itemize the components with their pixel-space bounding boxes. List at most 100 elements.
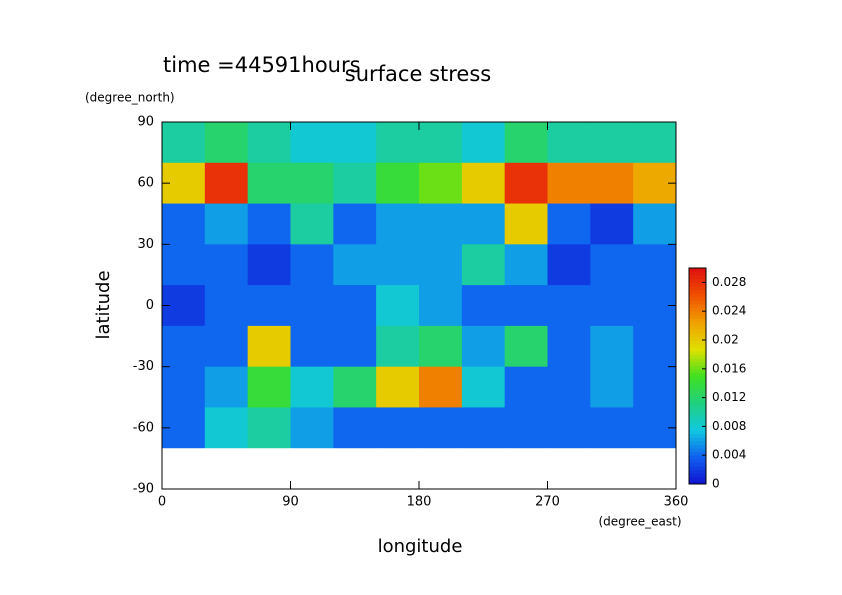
- cell: [419, 203, 463, 245]
- colorbar-tick-label: 0.024: [712, 304, 746, 318]
- cell: [590, 285, 634, 327]
- cell: [419, 122, 463, 164]
- colorbar-step: [689, 282, 706, 287]
- cell: [162, 244, 206, 286]
- cell: [461, 203, 506, 245]
- cell: [547, 162, 591, 205]
- colorbar-step: [689, 383, 706, 388]
- colorbar-step: [689, 358, 706, 363]
- cell: [590, 162, 634, 205]
- y-tick-label: 90: [137, 115, 154, 130]
- cell: [419, 407, 463, 449]
- cell: [461, 366, 506, 408]
- cell: [590, 203, 634, 245]
- cell: [204, 407, 249, 449]
- cell: [590, 122, 634, 164]
- cell: [247, 366, 291, 408]
- colorbar-step: [689, 440, 706, 445]
- colorbar-tick-label: 0.02: [712, 333, 739, 347]
- cell: [504, 285, 548, 327]
- cell: [376, 203, 420, 245]
- colorbar-tick-label: 0: [712, 477, 720, 491]
- cell: [333, 407, 377, 449]
- colorbar-step: [689, 350, 706, 355]
- colorbar-step: [689, 296, 706, 301]
- cell: [247, 407, 291, 449]
- cell: [162, 325, 206, 368]
- colorbar-step: [689, 322, 706, 327]
- colorbar-step: [689, 476, 706, 481]
- y-tick-label: 60: [137, 176, 154, 191]
- y-tick-label: 0: [146, 298, 154, 313]
- cell: [290, 203, 334, 245]
- x-label: longitude: [378, 536, 463, 557]
- colorbar-step: [689, 480, 706, 485]
- cell: [376, 244, 420, 286]
- cell: [333, 448, 377, 490]
- cell: [162, 122, 206, 164]
- cell: [333, 122, 377, 164]
- cell: [547, 407, 591, 449]
- colorbar-step: [689, 275, 706, 280]
- colorbar-step: [689, 451, 706, 456]
- cell: [376, 407, 420, 449]
- cell: [376, 325, 420, 368]
- cell: [547, 366, 591, 408]
- cell: [204, 244, 249, 286]
- cell: [504, 407, 548, 449]
- cell: [247, 122, 291, 164]
- y-tick-label: -90: [133, 482, 154, 497]
- cell: [590, 407, 634, 449]
- colorbar-step: [689, 347, 706, 352]
- colorbar-step: [689, 311, 706, 316]
- cell: [461, 407, 506, 449]
- colorbar-tick-label: 0.008: [712, 419, 746, 433]
- y-unit: (degree_north): [85, 91, 175, 105]
- cell: [461, 325, 506, 368]
- cell: [547, 285, 591, 327]
- cell: [247, 325, 291, 368]
- colorbar-step: [689, 379, 706, 384]
- cell: [461, 285, 506, 327]
- cell: [590, 366, 634, 408]
- colorbar-step: [689, 466, 706, 471]
- colorbar-tick-label: 0.028: [712, 275, 746, 289]
- y-label: latitude: [93, 270, 114, 339]
- cell: [204, 366, 249, 408]
- colorbar-step: [689, 365, 706, 370]
- cell: [162, 448, 206, 490]
- colorbar-step: [689, 314, 706, 319]
- cell: [461, 162, 506, 205]
- colorbar-step: [689, 390, 706, 395]
- cell: [290, 325, 334, 368]
- colorbar-step: [689, 394, 706, 399]
- cell: [247, 203, 291, 245]
- cell: [204, 122, 249, 164]
- colorbar-step: [689, 469, 706, 474]
- colorbar-step: [689, 343, 706, 348]
- colorbar-step: [689, 318, 706, 323]
- colorbar-step: [689, 307, 706, 312]
- cell: [204, 448, 249, 490]
- cell: [204, 325, 249, 368]
- colorbar-step: [689, 325, 706, 330]
- colorbar-step: [689, 401, 706, 406]
- subtitle: time =44591hours: [163, 53, 361, 77]
- cell: [290, 366, 334, 408]
- chart-title: surface stress: [345, 62, 491, 86]
- colorbar-step: [689, 293, 706, 298]
- cell: [333, 366, 377, 408]
- cell: [419, 325, 463, 368]
- colorbar-tick-label: 0.004: [712, 448, 746, 462]
- cell: [247, 448, 291, 490]
- cell: [376, 122, 420, 164]
- cell: [290, 448, 334, 490]
- cell: [162, 203, 206, 245]
- colorbar-step: [689, 300, 706, 305]
- colorbar-step: [689, 286, 706, 291]
- x-unit: (degree_east): [598, 515, 681, 529]
- colorbar-step: [689, 444, 706, 449]
- colorbar-step: [689, 340, 706, 345]
- cell: [547, 203, 591, 245]
